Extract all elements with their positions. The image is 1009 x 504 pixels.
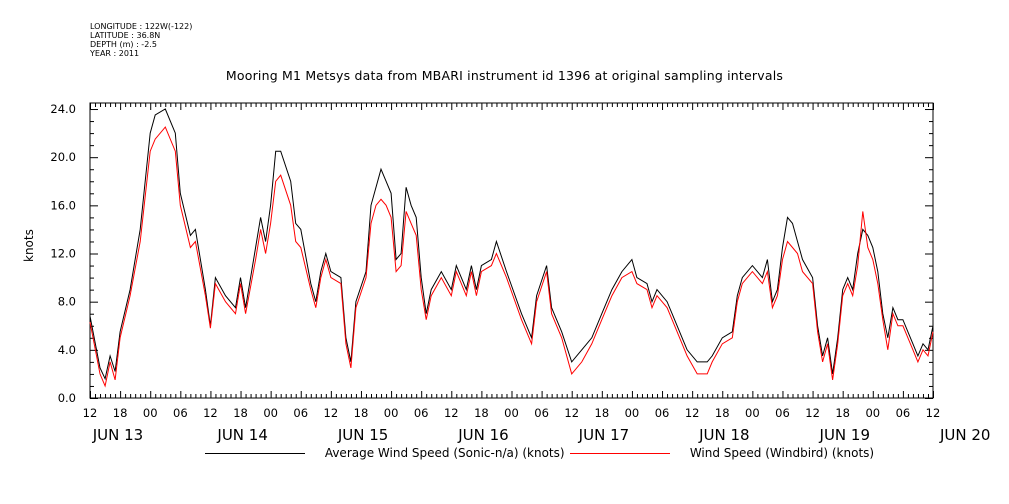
x-tick-label: 00: [263, 406, 278, 420]
legend-line-red: [570, 453, 670, 454]
year-label: YEAR : 2011: [90, 49, 140, 58]
x-tick-label: 06: [414, 406, 429, 420]
date-label: JUN 17: [578, 426, 629, 444]
x-tick-label: 18: [715, 406, 730, 420]
date-label: JUN 14: [216, 426, 267, 444]
series-line-sonic: [89, 108, 934, 381]
x-tick-label: 00: [504, 406, 519, 420]
x-tick-label: 06: [896, 406, 911, 420]
x-tick-label: 00: [745, 406, 760, 420]
series-line-windbird: [89, 126, 934, 388]
y-tick-label: 8.0: [58, 295, 76, 309]
x-tick-label: 18: [474, 406, 489, 420]
x-tick-label: 12: [564, 406, 579, 420]
y-tick-label: 24.0: [50, 102, 76, 116]
date-label: JUN 18: [698, 426, 749, 444]
x-tick-label: 18: [354, 406, 369, 420]
x-tick-label: 06: [775, 406, 790, 420]
x-tick-label: 06: [173, 406, 188, 420]
y-tick-label: 0.0: [58, 391, 76, 405]
x-tick-label: 18: [835, 406, 850, 420]
y-tick-label: 16.0: [50, 198, 76, 212]
x-tick-label: 06: [293, 406, 308, 420]
y-tick-label: 20.0: [50, 150, 76, 164]
x-tick-label: 12: [203, 406, 218, 420]
x-tick-label: 18: [595, 406, 610, 420]
longitude-label: LONGITUDE : 122W(-122): [90, 22, 193, 31]
latitude-label: LATITUDE : 36.8N: [90, 31, 161, 40]
x-tick-label: 18: [113, 406, 128, 420]
x-tick-label: 06: [534, 406, 549, 420]
x-tick-label: 00: [625, 406, 640, 420]
plot-frame: [89, 102, 934, 399]
legend-label-sonic: Average Wind Speed (Sonic-n/a) (knots): [324, 446, 565, 460]
metadata-block: LONGITUDE : 122W(-122) LATITUDE : 36.8N …: [90, 22, 192, 58]
date-label: JUN 15: [337, 426, 388, 444]
legend-item-windbird: Wind Speed (Windbird) (knots): [570, 446, 874, 460]
depth-label: DEPTH (m) : -2.5: [90, 40, 157, 49]
legend-item-sonic: Average Wind Speed (Sonic-n/a) (knots): [205, 446, 565, 460]
chart-title: Mooring M1 Metsys data from MBARI instru…: [225, 68, 784, 83]
legend-label-windbird: Wind Speed (Windbird) (knots): [689, 446, 875, 460]
x-tick-label: 00: [865, 406, 880, 420]
x-tick-label: 00: [143, 406, 158, 420]
legend-line-black: [205, 453, 305, 454]
y-tick-label: 12.0: [50, 247, 76, 261]
x-tick-label: 12: [83, 406, 98, 420]
x-tick-label: 12: [324, 406, 339, 420]
x-tick-label: 06: [655, 406, 670, 420]
y-tick-label: 4.0: [58, 343, 76, 357]
x-tick-label: 00: [384, 406, 399, 420]
x-tick-label: 12: [805, 406, 820, 420]
x-tick-label: 12: [926, 406, 941, 420]
x-tick-label: 12: [685, 406, 700, 420]
date-label: JUN 16: [457, 426, 508, 444]
x-tick-label: 12: [444, 406, 459, 420]
x-tick-label: 18: [233, 406, 248, 420]
date-label: JUN 19: [819, 426, 870, 444]
date-label: JUN 13: [92, 426, 143, 444]
date-label: JUN 20: [939, 426, 990, 444]
